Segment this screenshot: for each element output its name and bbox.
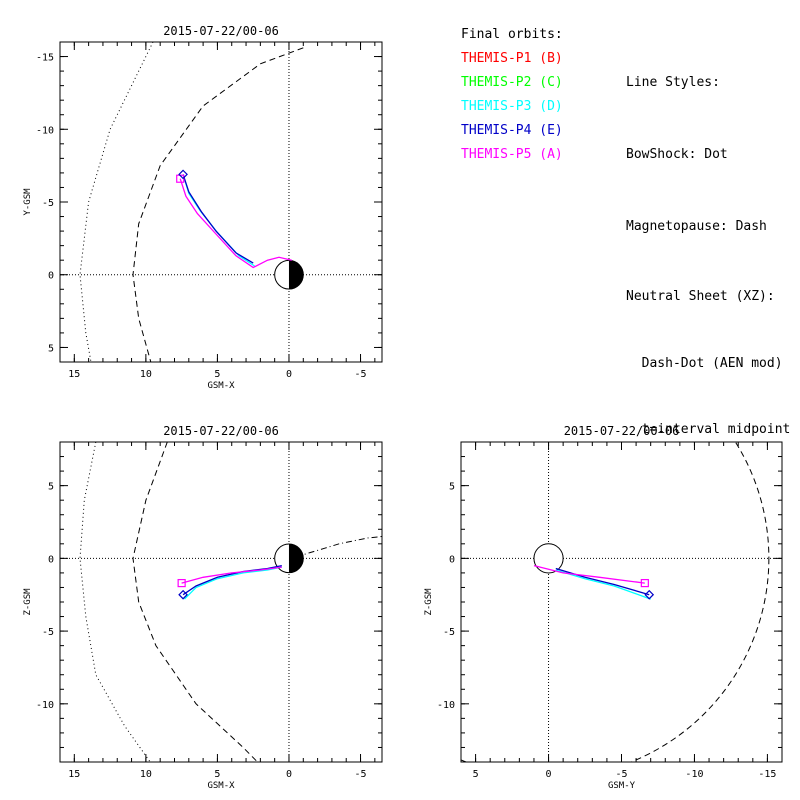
marker-diamond	[644, 589, 655, 600]
marker-square	[640, 578, 649, 588]
legend-style-dash-dot: Dash-Dot (AEN mod)	[626, 356, 783, 371]
legend-style-neutral-sheet: Neutral Sheet (XZ):	[626, 289, 775, 304]
legend-styles-header: Line Styles:	[626, 75, 720, 90]
legend-style-bowshock: BowShock: Dot	[626, 147, 728, 162]
x-axis-label: GSM-Y	[608, 781, 636, 791]
x-tick-label: 0	[286, 769, 292, 780]
y-tick-label: -10	[36, 125, 54, 136]
legend-line-styles: Line Styles: BowShock: Dot Magnetopause:…	[626, 23, 790, 463]
orbit-themis-p4-e-	[182, 564, 282, 596]
plot-frame	[460, 441, 783, 763]
y-tick-label: -5	[42, 627, 54, 638]
x-tick-label: 0	[546, 769, 552, 780]
bowshock-boundary	[79, 42, 154, 362]
panel-xz: 15 10 5 0 -5 5 0 -5 -10 2015-07-22/00-06 GSM-X Z-GS…	[23, 424, 383, 791]
x-tick-label: 10	[140, 369, 152, 380]
y-tick-label: 5	[449, 482, 455, 493]
legend-orbit-p3: THEMIS-P3 (D)	[461, 99, 563, 114]
x-tick-label: -5	[355, 369, 367, 380]
legend-orbits: Final orbits: THEMIS-P1 (B) THEMIS-P2 (C…	[461, 23, 563, 167]
x-tick-label: -10	[685, 769, 703, 780]
x-tick-label: 0	[286, 369, 292, 380]
y-tick-label: -10	[437, 700, 455, 711]
y-tick-label: 5	[48, 343, 54, 354]
chart-title: 2015-07-22/00-06	[163, 424, 279, 438]
x-tick-label: 10	[140, 769, 152, 780]
x-tick-label: 5	[214, 769, 220, 780]
orbit-themis-p3-d-	[182, 174, 255, 267]
y-tick-label: -5	[443, 627, 455, 638]
y-tick-label: -10	[36, 700, 54, 711]
orbit-themis-p4-e-	[182, 174, 254, 264]
legend-style-midpoint: t=interval midpoint	[626, 422, 791, 437]
y-axis-label: Z-GSM	[424, 588, 434, 616]
plot-frame	[59, 41, 383, 363]
x-tick-label: 5	[214, 369, 220, 380]
y-tick-label: -5	[42, 198, 54, 209]
orbit-themis-p4-e-	[555, 567, 650, 596]
bowshock-boundary	[79, 442, 151, 762]
magnetopause-boundary	[132, 47, 304, 362]
orbit-themis-p3-d-	[184, 566, 282, 600]
panel-xy: 15 10 5 0 -5 -15 -10 -5 0 5 2015-07-22/00-06 GSM-X Y…	[23, 24, 383, 391]
marker-diamond	[178, 169, 188, 180]
legend-orbits-header: Final orbits:	[461, 27, 563, 42]
y-axis-label: Y-GSM	[23, 188, 33, 216]
x-tick-label: -15	[758, 769, 776, 780]
chart-title: 2015-07-22/00-06	[564, 424, 680, 438]
panel-xz-plot-area	[60, 442, 382, 762]
legend-style-magnetopause: Magnetopause: Dash	[626, 219, 767, 234]
plot-frame	[59, 441, 383, 763]
x-tick-label: -5	[615, 769, 627, 780]
legend-orbit-p5: THEMIS-P5 (A)	[461, 147, 563, 162]
neutral-sheet-boundary	[295, 536, 382, 558]
y-tick-label: 5	[48, 482, 54, 493]
legend-orbit-p1: THEMIS-P1 (B)	[461, 51, 563, 66]
orbit-themis-p5-a-	[533, 564, 645, 584]
y-axis-label: Z-GSM	[23, 588, 33, 616]
orbit-themis-p5-a-	[179, 178, 292, 269]
marker-square	[177, 578, 186, 588]
chart-title: 2015-07-22/00-06	[163, 24, 279, 38]
y-tick-label: 0	[449, 554, 455, 565]
x-tick-label: 5	[473, 769, 479, 780]
y-tick-label: 0	[48, 554, 54, 565]
panel-yz: 5 0 -5 -10 -15 5 0 -5 -10 2015-07-22/00-06 GSM-Y Z-…	[424, 424, 783, 791]
legend-orbit-p2: THEMIS-P2 (C)	[461, 75, 563, 90]
marker-diamond	[178, 589, 188, 600]
earth-night-side	[288, 260, 304, 290]
x-tick-label: -5	[355, 769, 367, 780]
x-tick-label: 15	[68, 769, 80, 780]
x-tick-label: 15	[68, 369, 80, 380]
magnetopause-boundary	[461, 442, 770, 762]
y-tick-label: 0	[48, 271, 54, 282]
magnetopause-boundary	[132, 442, 258, 762]
earth-icon	[533, 543, 564, 574]
x-axis-label: GSM-X	[207, 781, 235, 791]
orbit-themis-p5-a-	[181, 566, 282, 584]
earth-night-side	[288, 544, 304, 573]
panel-yz-plot-area	[461, 442, 782, 762]
legend-orbit-p4: THEMIS-P4 (E)	[461, 123, 563, 138]
y-tick-label: -15	[36, 53, 54, 64]
panel-xy-plot-area	[60, 42, 382, 362]
x-axis-label: GSM-X	[207, 381, 235, 391]
